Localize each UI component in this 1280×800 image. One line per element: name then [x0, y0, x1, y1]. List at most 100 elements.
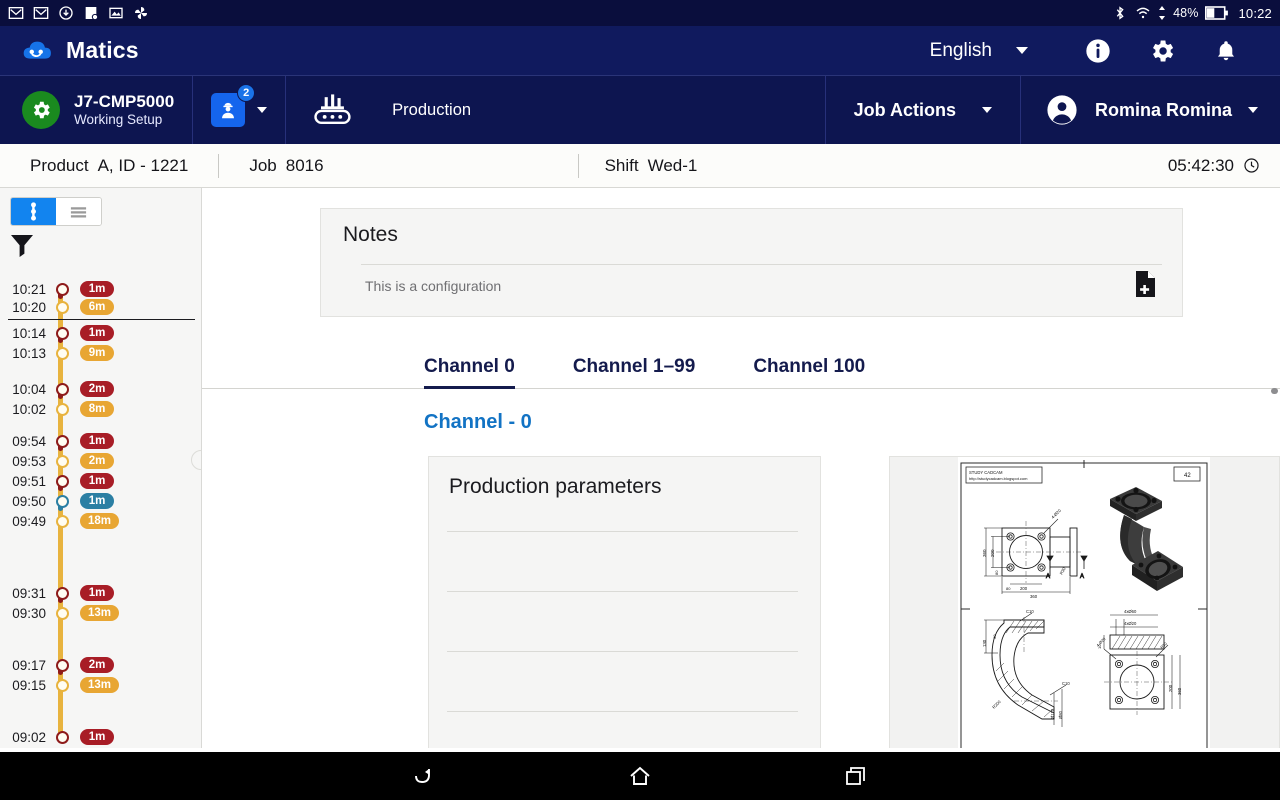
info-button[interactable] [1066, 26, 1130, 76]
timeline-duration-badge: 2m [80, 657, 114, 673]
info-icon [1086, 38, 1110, 63]
android-status-bar: 48% 10:22 [0, 0, 1280, 26]
pinwheel-icon [135, 7, 147, 19]
timeline-event[interactable]: 10:20 6m [0, 297, 201, 317]
user-menu[interactable]: Romina Romina [1021, 76, 1280, 144]
timeline-node [52, 655, 74, 675]
bell-icon [1217, 40, 1235, 60]
timeline-node [52, 727, 74, 747]
chevron-down-icon [981, 107, 992, 113]
technical-drawing-svg: STUDY CADCAM http://studycadcam.blogspot… [958, 457, 1211, 748]
timeline-event[interactable]: 09:53 2m [0, 451, 201, 471]
home-button[interactable] [612, 752, 668, 800]
channel-tabs[interactable]: Channel 0 Channel 1–99 Channel 100 [202, 341, 1280, 389]
timeline-node-dot [56, 731, 69, 744]
list-view-button[interactable] [56, 198, 101, 225]
timeline-divider [8, 319, 195, 320]
machine-state: Working Setup [74, 112, 163, 128]
chevron-down-icon [257, 107, 268, 113]
timeline-event[interactable]: 09:49 18m [0, 511, 201, 531]
timeline-event[interactable]: 09:50 1m [0, 491, 201, 511]
timeline-node-dot [56, 327, 69, 340]
language-selector[interactable]: English [930, 40, 1028, 62]
scrollbar-thumb[interactable] [1271, 388, 1278, 394]
chevron-down-icon [1016, 47, 1028, 54]
timeline-node [52, 399, 74, 419]
timeline-event-time: 09:53 [12, 453, 46, 469]
svg-text:R30: R30 [1059, 566, 1068, 576]
machine-status-indicator [22, 91, 60, 129]
production-mode-label: Production [392, 100, 472, 119]
timeline-event[interactable]: 09:02 1m [0, 727, 201, 747]
timeline-event[interactable]: 09:54 1m [0, 431, 201, 451]
svg-text:360: 360 [1030, 594, 1038, 599]
tab-channel-100[interactable]: Channel 100 [753, 356, 879, 388]
timeline-event-list[interactable]: 10:21 1m 10:20 6m 10:14 1m 10:13 9m 10:04 2m 10:02… [0, 267, 201, 748]
svg-text:http://studycadcam.blogspot.co: http://studycadcam.blogspot.com [969, 476, 1028, 481]
timeline-event[interactable]: 10:21 1m [0, 279, 201, 299]
timeline-view-button[interactable] [11, 198, 56, 225]
filter-button[interactable] [0, 226, 201, 267]
funnel-filter-icon [11, 235, 33, 257]
timeline-node-dot [56, 455, 69, 468]
back-button[interactable] [396, 752, 452, 800]
elapsed-value: 05:42:30 [1167, 155, 1234, 175]
svg-text:130: 130 [982, 639, 987, 647]
main-body: 10:21 1m 10:20 6m 10:14 1m 10:13 9m 10:04 2m 10:02… [0, 188, 1280, 748]
timeline-node-dot [56, 679, 69, 692]
timeline-node [52, 491, 74, 511]
shift-value: Wed-1 [647, 155, 698, 175]
operators-selector[interactable]: 2 [193, 76, 287, 144]
timeline-node-dot [56, 301, 69, 314]
home-icon [630, 766, 650, 785]
svg-text:4xØ20: 4xØ20 [1124, 621, 1137, 626]
product-value: A, ID - 1221 [97, 155, 189, 175]
timeline-event[interactable]: 09:30 13m [0, 603, 201, 623]
svg-text:42: 42 [1184, 473, 1191, 479]
timeline-node [52, 511, 74, 531]
operator-button[interactable]: 2 [211, 84, 256, 127]
timeline-event[interactable]: 10:14 1m [0, 323, 201, 343]
settings-button[interactable] [1130, 26, 1194, 76]
divider [218, 153, 220, 178]
svg-text:R200: R200 [991, 699, 1002, 710]
app-logo[interactable]: Matics [22, 37, 139, 64]
timeline-event[interactable]: 09:17 2m [0, 655, 201, 675]
job-value: 8016 [285, 155, 324, 175]
production-parameters-rows [447, 532, 798, 712]
technical-drawing-card[interactable]: STUDY CADCAM http://studycadcam.blogspot… [888, 456, 1280, 748]
app-update-icon [85, 7, 99, 21]
timeline-duration-badge: 9m [80, 345, 114, 361]
svg-text:C10: C10 [1062, 681, 1070, 686]
view-mode-toggle[interactable] [10, 197, 102, 226]
timeline-event-time: 10:14 [12, 325, 46, 341]
parameter-row [447, 652, 798, 712]
status-bar-clock: 10:22 [1238, 5, 1272, 21]
production-mode[interactable]: Production [286, 76, 489, 144]
timeline-duration-badge: 6m [80, 299, 114, 315]
tab-channel-1-99[interactable]: Channel 1–99 [573, 356, 710, 388]
timeline-event[interactable]: 10:02 8m [0, 399, 201, 419]
timeline-event-time: 09:30 [12, 605, 46, 621]
job-actions-menu[interactable]: Job Actions [824, 76, 1021, 144]
timeline-node-dot [56, 383, 69, 396]
content-scrollbar[interactable] [1271, 188, 1278, 748]
timeline-node [52, 297, 74, 317]
recent-apps-button[interactable] [828, 752, 884, 800]
svg-text:80: 80 [994, 570, 999, 575]
timeline-event[interactable]: 09:51 1m [0, 471, 201, 491]
battery-percent: 48% [1173, 6, 1199, 20]
timeline-node [52, 603, 74, 623]
add-document-button[interactable] [1134, 271, 1156, 302]
job-info-strip: Product A, ID - 1221 Job 8016 Shift Wed-… [0, 144, 1280, 188]
tab-channel-0[interactable]: Channel 0 [424, 356, 529, 389]
svg-text:4-Ø20: 4-Ø20 [1095, 636, 1107, 648]
android-nav-bar [0, 752, 1280, 800]
timeline-event[interactable]: 10:04 2m [0, 379, 201, 399]
machine-summary[interactable]: J7-CMP5000 Working Setup [0, 76, 194, 144]
timeline-event[interactable]: 09:15 13m [0, 675, 201, 695]
notifications-button[interactable] [1194, 26, 1258, 76]
timeline-event[interactable]: 10:13 9m [0, 343, 201, 363]
timeline-event[interactable]: 09:31 1m [0, 583, 201, 603]
